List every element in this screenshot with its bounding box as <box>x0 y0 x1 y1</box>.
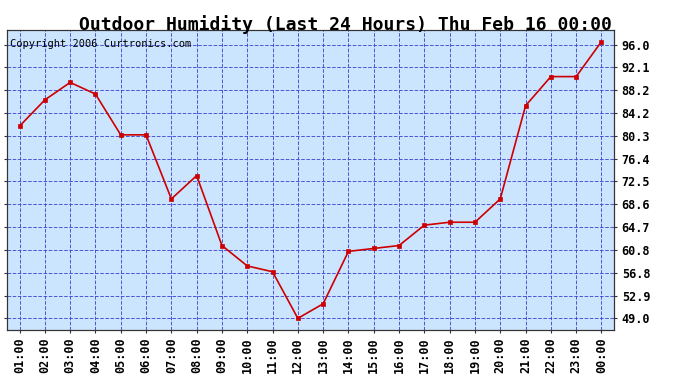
Text: Copyright 2006 Curtronics.com: Copyright 2006 Curtronics.com <box>10 39 191 49</box>
Text: Outdoor Humidity (Last 24 Hours) Thu Feb 16 00:00: Outdoor Humidity (Last 24 Hours) Thu Feb… <box>79 15 611 34</box>
